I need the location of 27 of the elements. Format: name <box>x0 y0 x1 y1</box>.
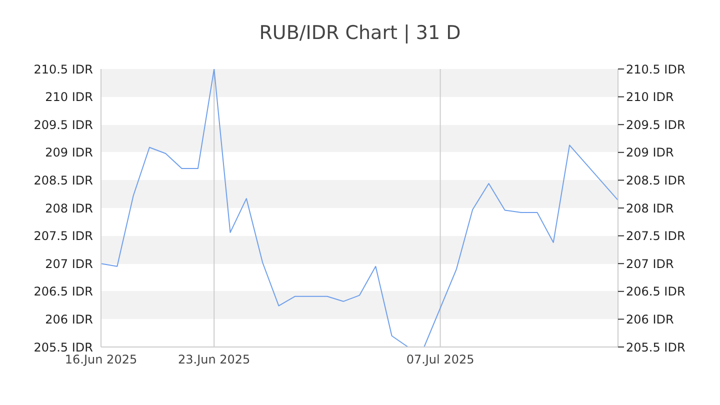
x-tick-label: 07.Jul 2025 <box>406 352 474 367</box>
y2-tick-label: 210.5 IDR <box>626 62 686 76</box>
y-tick-label: 209.5 IDR <box>34 118 93 132</box>
y2-tick-label: 207.5 IDR <box>626 229 686 244</box>
y2-tick-label: 209 IDR <box>626 146 674 160</box>
line-series <box>101 69 618 347</box>
y-tick-label: 210 IDR <box>45 90 93 104</box>
y2-tick-label: 205.5 IDR <box>626 340 686 354</box>
x-tick-label: 23.Jun 2025 <box>178 352 250 367</box>
y-tick-label: 207.5 IDR <box>34 229 93 244</box>
y-tick-label: 206.5 IDR <box>34 284 93 299</box>
y-tick-label: 210.5 IDR <box>34 62 93 76</box>
y2-tick-label: 208.5 IDR <box>626 173 686 188</box>
y2-tick-label: 206 IDR <box>626 312 674 326</box>
x-tick-label: 16.Jun 2025 <box>64 352 138 367</box>
y2-tick-label: 209.5 IDR <box>626 118 686 132</box>
y-tick-label: 207 IDR <box>45 256 93 271</box>
y-tick-label: 209 IDR <box>45 146 93 160</box>
y2-tick-label: 206.5 IDR <box>626 284 686 299</box>
y-tick-label: 208.5 IDR <box>34 173 93 188</box>
chart-title: RUB/IDR Chart | 31 D <box>258 22 462 46</box>
y2-tick-label: 207 IDR <box>626 256 674 271</box>
y-tick-label: 205.5 IDR <box>34 340 93 354</box>
y-tick-label: 206 IDR <box>45 312 93 326</box>
y-tick-label: 208 IDR <box>45 201 93 216</box>
y2-tick-label: 208 IDR <box>626 201 674 216</box>
y2-tick-label: 210 IDR <box>626 90 674 104</box>
